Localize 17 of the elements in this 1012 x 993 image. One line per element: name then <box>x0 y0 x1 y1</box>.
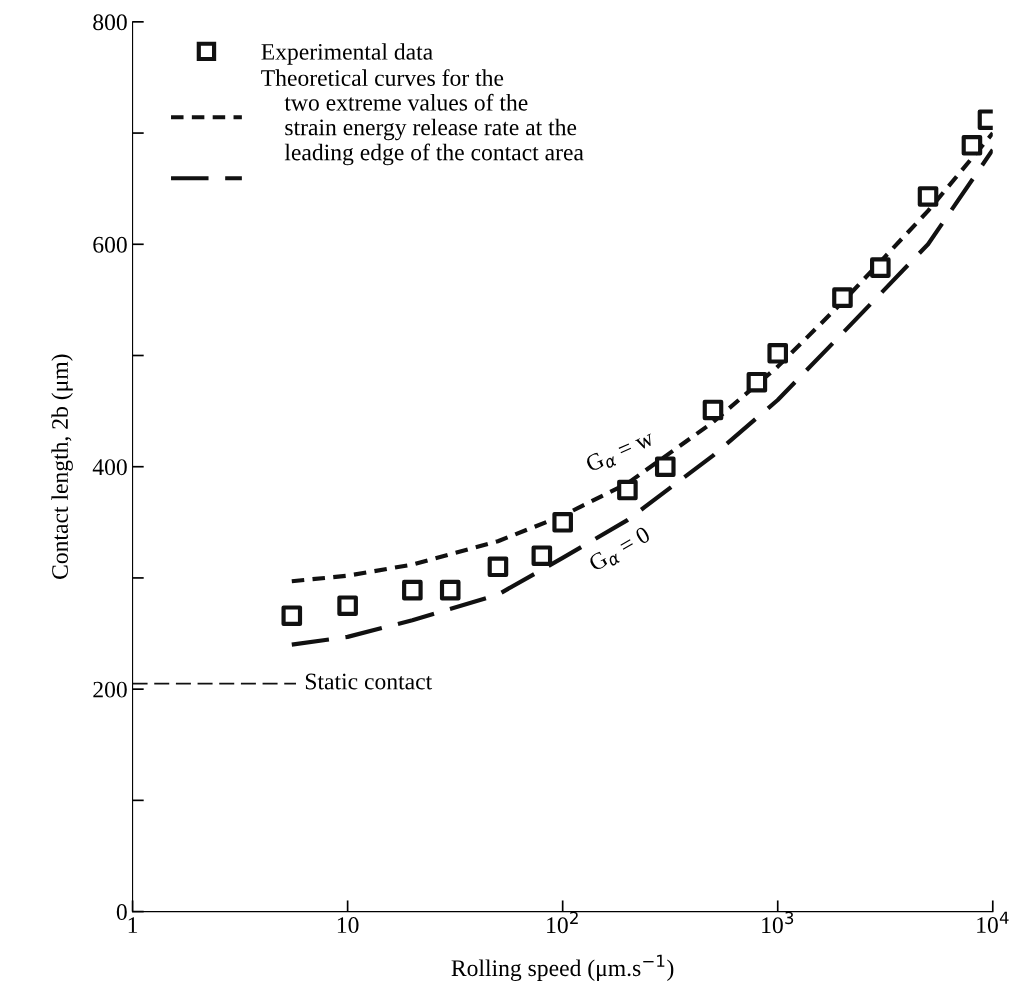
text: G$_{α}$ = 0 <box>587 525 653 575</box>
annotation: Theoretical curves for the two extreme values of the strain energy release rate at the leading edge of the contact area <box>261 69 584 166</box>
y-tick-label: 600 <box>93 236 127 253</box>
x-tick-label: 1 <box>128 917 138 933</box>
ref-line-label: Static contact <box>305 673 433 690</box>
legend-label: Experimental data <box>261 43 433 65</box>
y-tick-label: 800 <box>93 14 127 31</box>
x-tick-label: 10 <box>337 917 359 934</box>
y-tick-label: 200 <box>93 681 127 698</box>
x-tick-label: 10$^{4}$ <box>977 911 1009 933</box>
x-tick-label: 10$^{2}$ <box>547 911 578 934</box>
y-axis-title: Contact length, 2b (μm) <box>51 354 73 579</box>
x-axis-title: Rolling speed (μm.s$^{−1}$) <box>451 954 674 982</box>
y-tick-label: 0 <box>116 904 127 920</box>
text: G$_{α}$ = w <box>584 429 657 476</box>
x-tick-label: 10$^{3}$ <box>762 911 794 934</box>
y-tick-label: 400 <box>92 459 127 476</box>
